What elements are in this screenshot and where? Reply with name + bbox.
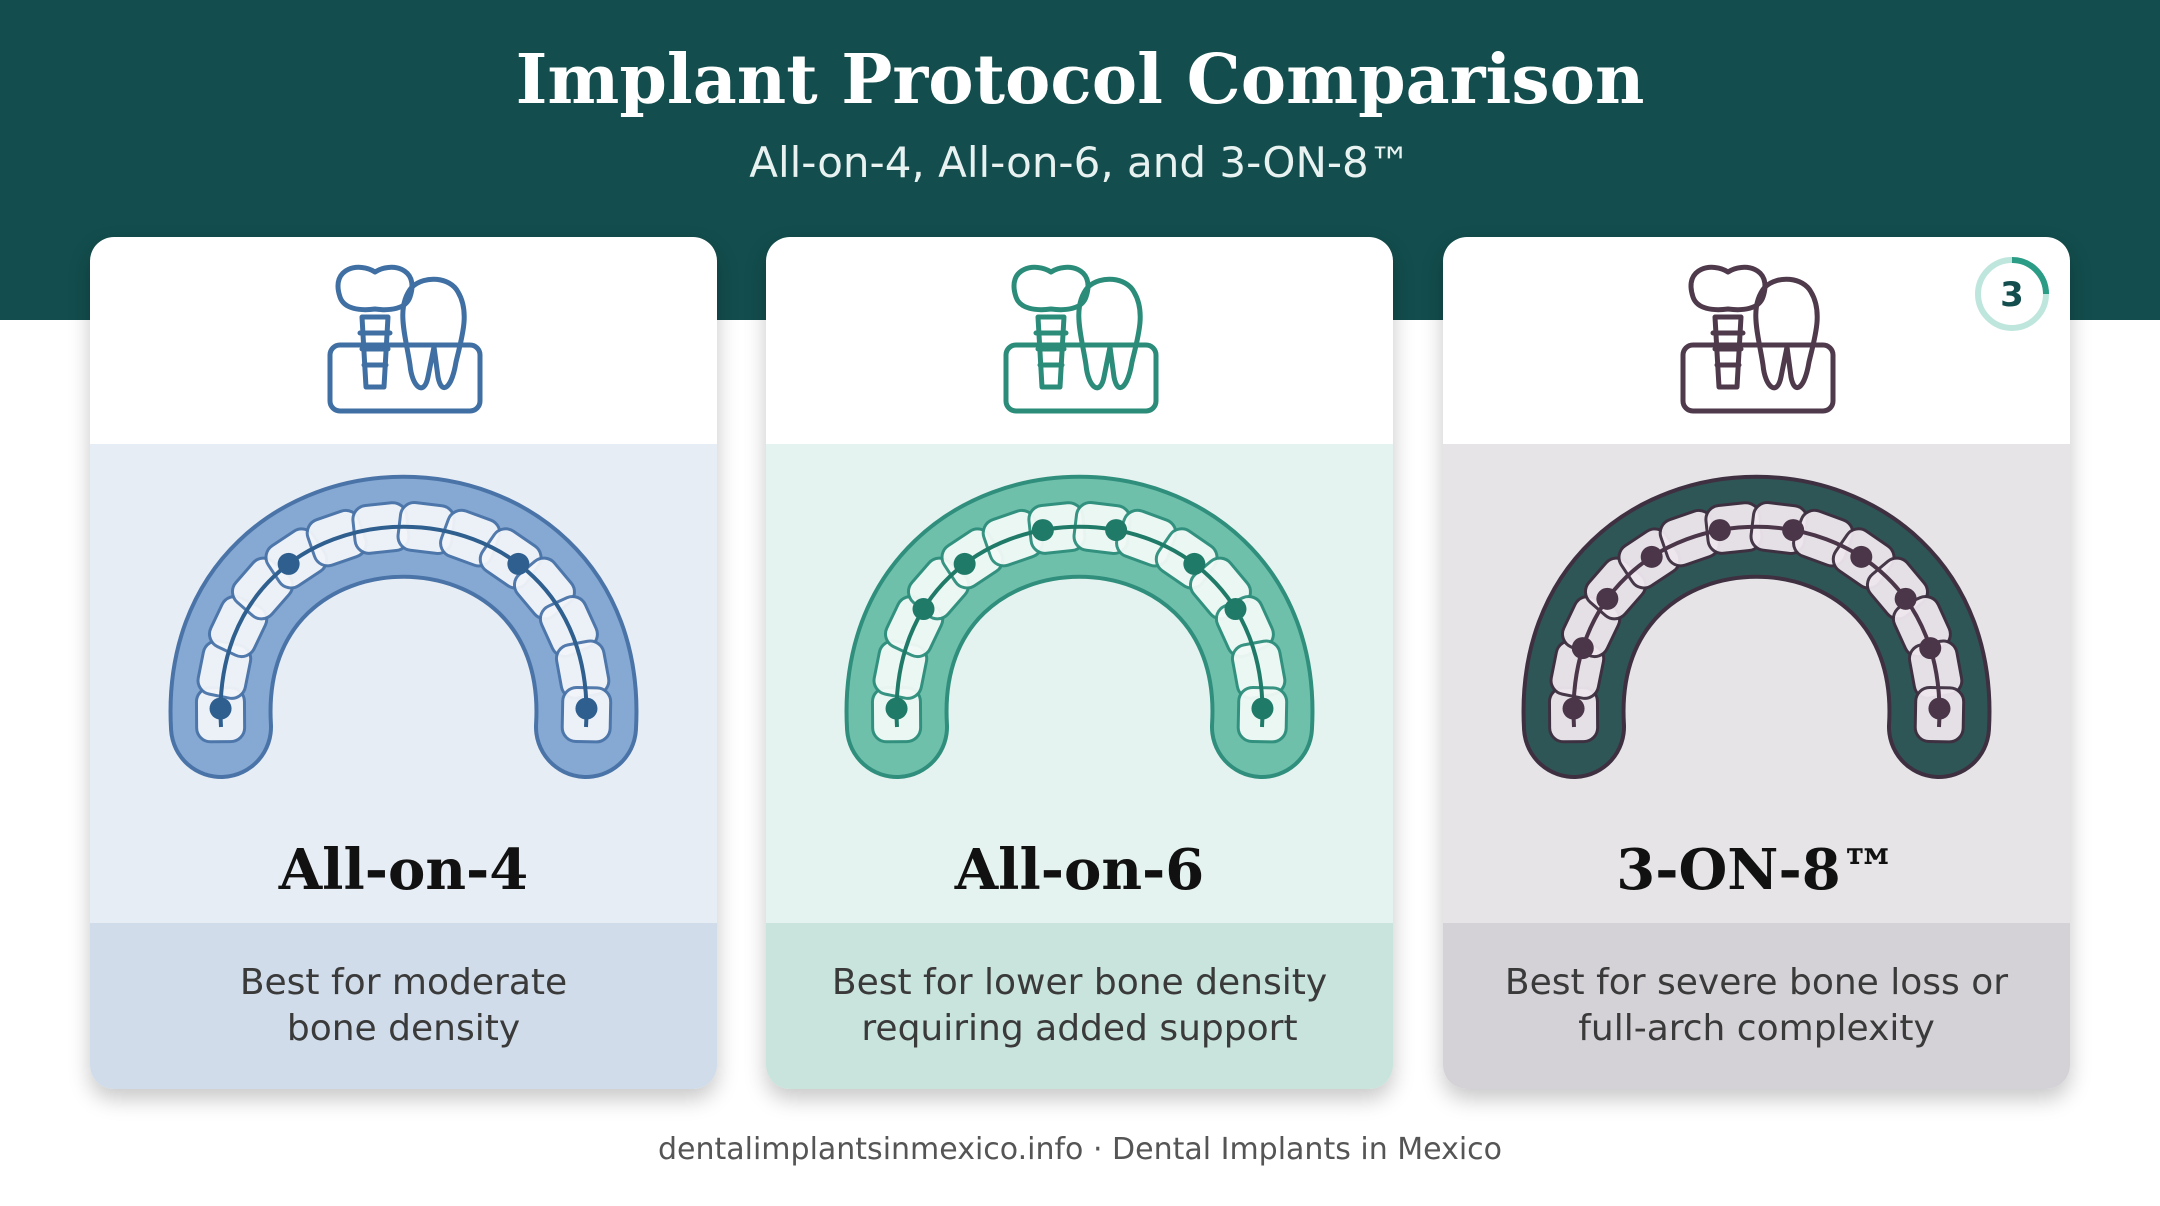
implant-point: [1782, 519, 1805, 542]
implant-point: [1183, 552, 1206, 575]
implant-point: [1031, 519, 1054, 542]
badge-arc: [2011, 257, 2049, 295]
footer: dentalimplantsinmexico.info · Dental Imp…: [657, 1132, 1503, 1167]
card-description: Best for severe bone loss or: [1505, 962, 2008, 1003]
card-description: bone density: [287, 1008, 520, 1049]
implant-point: [1640, 545, 1663, 568]
implant-point: [1562, 697, 1585, 720]
implant-point: [277, 552, 300, 575]
tooth-icon: [327, 264, 483, 414]
implant-point: [1850, 545, 1873, 568]
implant-screw: [1033, 314, 1069, 390]
protocol-card: All-on-6 Best for lower bone density requi…: [766, 237, 1393, 1089]
implant-bar: [894, 524, 1265, 728]
implant-point: [575, 697, 598, 720]
crown: [335, 264, 415, 313]
page-title: Implant Protocol Comparison: [515, 40, 1645, 120]
description-panel: [90, 923, 717, 1089]
implant-point: [885, 697, 908, 720]
description-panel: [766, 923, 1393, 1089]
implant-screw: [1710, 314, 1746, 390]
implant-point: [1919, 637, 1942, 660]
natural-tooth: [1076, 276, 1143, 391]
card-description: Best for moderate: [240, 962, 567, 1003]
implant-point: [1224, 598, 1247, 621]
natural-tooth: [1753, 276, 1820, 391]
tooth-icon: [1003, 264, 1159, 414]
card-graphic: All-on-4 Best for moderate bone density: [90, 264, 717, 1089]
card-title: All-on-6: [954, 837, 1205, 903]
natural-tooth: [400, 276, 467, 391]
card-description: Best for lower bone density: [832, 962, 1327, 1003]
tooth-icon: [1680, 264, 1836, 414]
implant-bar: [218, 524, 589, 728]
crown: [1688, 264, 1768, 313]
card-description: full-arch complexity: [1578, 1008, 1935, 1049]
implant-point: [1571, 637, 1594, 660]
card-graphic: 3-ON-8™ Best for severe bone loss or full-…: [1443, 257, 2070, 1089]
implant-bar: [1571, 524, 1942, 728]
implant-point: [209, 697, 232, 720]
implant-point: [507, 552, 530, 575]
implant-point: [1928, 697, 1951, 720]
implant-point: [1105, 519, 1128, 542]
implant-point: [1708, 519, 1731, 542]
crown: [1011, 264, 1091, 313]
card-title: All-on-4: [278, 837, 529, 903]
implant-point: [1251, 697, 1274, 720]
implant-screw: [357, 314, 393, 390]
card-description: requiring added support: [861, 1008, 1297, 1049]
implant-point: [953, 552, 976, 575]
page-subtitle: All-on-4, All-on-6, and 3-ON-8™: [749, 138, 1411, 187]
card-title: 3-ON-8™: [1616, 837, 1896, 903]
implant-point: [912, 598, 935, 621]
protocol-card: 3-ON-8™ Best for severe bone loss or full-…: [1443, 237, 2070, 1089]
implant-point: [1894, 587, 1917, 610]
protocol-card: All-on-4 Best for moderate bone density: [90, 237, 717, 1089]
implant-point: [1596, 587, 1619, 610]
description-panel: [1443, 923, 2070, 1089]
card-graphic: All-on-6 Best for lower bone density requi…: [766, 264, 1393, 1089]
badge-label: 3: [2000, 275, 2024, 315]
